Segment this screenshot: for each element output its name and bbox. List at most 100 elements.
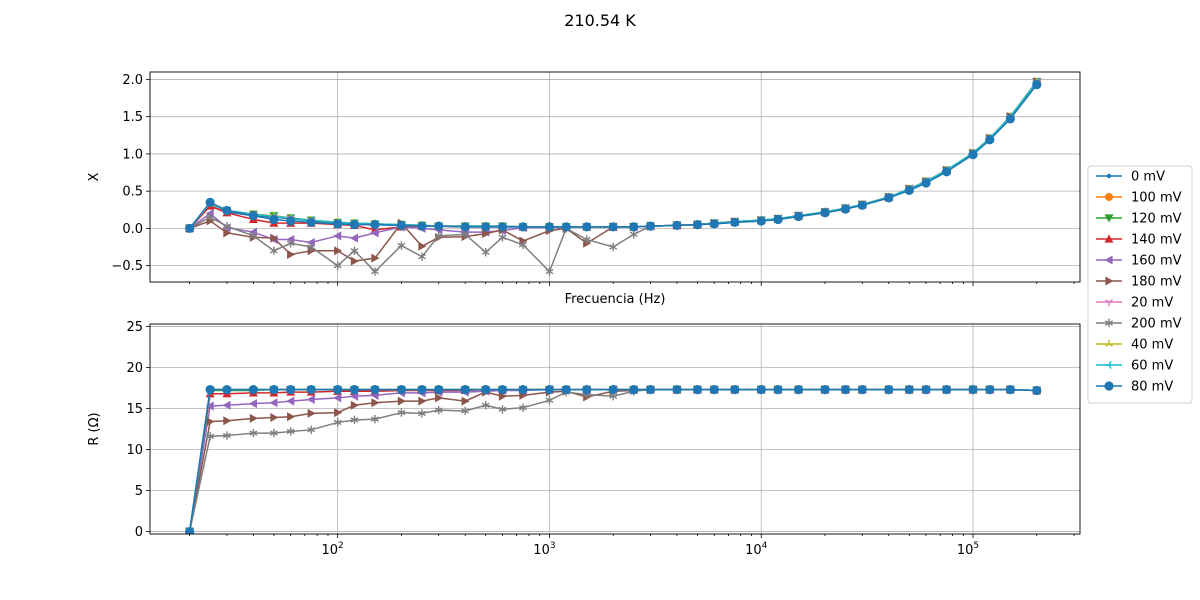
legend-item-180-mv: 180 mV — [1096, 275, 1182, 290]
bottom-data-point-80-mv — [672, 385, 682, 395]
bottom-data-point-80-mv — [222, 385, 232, 395]
bottom-series-200-mv — [185, 385, 1041, 534]
top-data-point-200-mv — [518, 240, 527, 249]
bottom-data-point-180-mv — [223, 416, 232, 426]
bottom-series-40-mv — [185, 385, 1041, 534]
top-data-point-180-mv — [482, 229, 491, 239]
legend-marker-20-mv — [1105, 299, 1113, 307]
top-series-140-mv — [185, 77, 1042, 234]
top-series-120-mv — [185, 78, 1042, 233]
bottom-series-line-40-mv — [188, 388, 1037, 532]
bottom-data-point-200-mv — [518, 403, 527, 412]
top-data-point-80-mv — [582, 222, 592, 232]
top-data-point-80-mv — [417, 221, 427, 231]
top-axes-frame — [149, 71, 1081, 283]
bottom-data-point-180-mv — [371, 398, 380, 408]
top-data-point-160-mv — [370, 228, 379, 238]
legend-marker-100-mv — [1105, 193, 1113, 201]
bottom-series-line-160-mv — [188, 388, 1037, 532]
bottom-data-point-80-mv — [396, 385, 407, 395]
bottom-series-line-180-mv — [188, 388, 1037, 532]
bottom-data-point-80-mv — [544, 385, 555, 395]
bottom-series-80-mv — [185, 385, 1042, 534]
bottom-data-point-200-mv — [461, 406, 470, 416]
top-data-point-180-mv — [270, 233, 279, 243]
legend-item-40-mv: 40 mV — [1096, 338, 1173, 353]
top-series-0-mv — [187, 80, 1039, 231]
bottom-xtick-label: 104 — [745, 541, 768, 558]
top-data-point-180-mv — [350, 256, 359, 266]
bottom-data-point-80-mv — [349, 385, 360, 395]
legend-item-20-mv: 20 mV — [1096, 296, 1173, 311]
bottom-data-point-80-mv — [481, 385, 491, 395]
top-data-point-160-mv — [349, 233, 359, 243]
top-ytick-label: 0.5 — [122, 185, 143, 200]
bottom-data-point-80-mv — [921, 385, 931, 395]
top-data-point-200-mv — [481, 248, 490, 257]
legend-label-120-mv: 120 mV — [1131, 212, 1182, 227]
reactance-plot: −0.5 0.0 0.5 1.0 1.5 2.0 Frecuencia (Hz) X — [87, 71, 1081, 307]
top-series-line-100-mv — [189, 81, 1038, 229]
bottom-data-point-160-mv — [248, 399, 257, 409]
bottom-data-point-80-mv — [904, 385, 914, 395]
top-data-point-80-mv — [544, 222, 555, 232]
bottom-data-point-80-mv — [884, 385, 894, 395]
bottom-series-160-mv — [185, 385, 1041, 534]
top-series-line-60-mv — [189, 81, 1038, 229]
legend-item-80-mv: 80 mV — [1096, 380, 1173, 395]
legend-label-80-mv: 80 mV — [1131, 380, 1173, 395]
bottom-data-point-80-mv — [645, 385, 656, 395]
bottom-data-point-180-mv — [307, 408, 316, 418]
bottom-data-point-200-mv — [498, 405, 507, 414]
top-data-point-200-mv — [582, 235, 591, 244]
bottom-ytick-label: 20 — [126, 361, 143, 376]
top-series-20-mv — [185, 78, 1041, 233]
bottom-data-point-80-mv — [582, 385, 592, 395]
top-data-point-200-mv — [417, 252, 426, 261]
figure-title: 210.54 K — [564, 11, 636, 30]
bottom-data-point-180-mv — [461, 396, 470, 406]
bottom-data-point-80-mv — [561, 385, 571, 395]
top-data-point-200-mv — [434, 231, 443, 241]
top-data-point-80-mv — [561, 222, 571, 232]
top-data-point-80-mv — [857, 200, 867, 210]
bottom-data-point-80-mv — [518, 385, 528, 395]
top-data-point-80-mv — [645, 221, 656, 231]
top-data-point-80-mv — [921, 178, 931, 188]
top-series-100-mv — [185, 77, 1041, 233]
bottom-xtick-label: 103 — [533, 541, 555, 558]
bottom-data-point-200-mv — [545, 396, 554, 405]
legend-item-0-mv: 0 mV — [1096, 170, 1165, 185]
bottom-data-point-200-mv — [333, 418, 342, 427]
legend-item-160-mv: 160 mV — [1096, 254, 1182, 269]
legend-marker-180-mv — [1105, 276, 1114, 286]
bottom-ytick-label: 10 — [126, 443, 143, 458]
top-data-point-200-mv — [461, 230, 470, 239]
bottom-data-point-80-mv — [1005, 385, 1015, 395]
top-series-line-80-mv — [189, 84, 1038, 229]
bottom-xtick-label: 102 — [322, 541, 344, 558]
top-data-point-200-mv — [350, 246, 359, 255]
top-data-point-180-mv — [418, 241, 427, 251]
top-data-point-80-mv — [269, 214, 279, 225]
top-data-point-80-mv — [985, 135, 995, 145]
bottom-data-point-80-mv — [248, 385, 258, 395]
bottom-data-point-160-mv — [222, 400, 231, 410]
legend-label-0-mv: 0 mV — [1131, 170, 1165, 185]
bottom-data-point-200-mv — [417, 409, 426, 418]
legend-item-200-mv: 200 mV — [1096, 317, 1182, 332]
bottom-data-point-80-mv — [985, 385, 995, 395]
legend-label-200-mv: 200 mV — [1131, 317, 1182, 332]
bottom-series-line-100-mv — [188, 388, 1037, 532]
bottom-series-line-20-mv — [188, 388, 1037, 532]
bottom-data-point-200-mv — [397, 408, 406, 417]
legend-label-100-mv: 100 mV — [1131, 191, 1182, 206]
top-data-point-80-mv — [629, 222, 639, 232]
top-data-point-200-mv — [307, 242, 316, 252]
bottom-data-point-80-mv — [460, 385, 470, 395]
bottom-data-point-200-mv — [481, 401, 490, 410]
top-data-point-80-mv — [349, 220, 360, 230]
bottom-series-line-140-mv — [188, 388, 1037, 532]
bottom-data-point-80-mv — [497, 385, 508, 395]
